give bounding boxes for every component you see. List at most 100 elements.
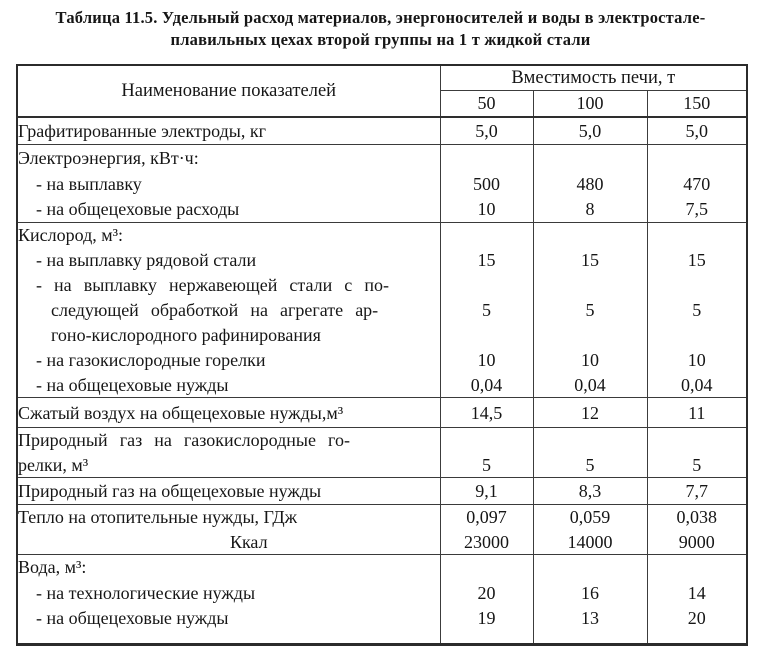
value-cell	[532, 427, 647, 453]
table-row: - на общецеховые нужды 0,04 0,04 0,04	[17, 372, 748, 398]
table-row: Тепло на отопительные нужды, ГДж 0,097 0,0…	[17, 504, 748, 530]
value-cell: 0,097	[439, 504, 533, 530]
value-cell: 20	[646, 606, 748, 644]
value-cell	[646, 427, 748, 453]
header-capacity-50: 50	[439, 90, 533, 117]
value-cell: 9000	[646, 529, 748, 554]
value-cell	[646, 144, 748, 171]
table-row: гоно-кислородного рафинирования	[17, 322, 748, 348]
value-cell: 5	[439, 297, 533, 323]
value-cell: 23000	[439, 529, 533, 554]
table-row: Электроэнергия, кВт·ч:	[17, 144, 748, 171]
table-row: Вода, м³:	[17, 553, 748, 580]
value-cell: 16	[532, 580, 647, 606]
row-label: Кислород, м³:	[17, 222, 440, 248]
value-cell	[646, 222, 748, 248]
header-name-column: Наименование показателей	[121, 80, 337, 101]
row-label: - на общецеховые нужды	[36, 374, 229, 395]
row-label: Природный газ на общецеховые нужды	[17, 477, 440, 505]
value-cell: 9,1	[439, 477, 533, 505]
table-header: Наименование показателей Вместимость печ…	[17, 65, 748, 117]
value-cell: 14,5	[439, 397, 533, 428]
row-label: Тепло на отопительные нужды, ГДж	[17, 504, 440, 530]
value-cell	[646, 553, 748, 580]
table-row: Природный газ на газокислородные го-	[17, 427, 748, 453]
value-cell: 15	[646, 247, 748, 273]
value-cell	[439, 553, 533, 580]
value-cell: 10	[439, 196, 533, 223]
header-capacity-100: 100	[532, 90, 647, 117]
value-cell	[439, 272, 533, 298]
value-cell: 5	[646, 452, 748, 478]
value-cell: 470	[646, 170, 748, 197]
row-label: гоно-кислородного рафинирования	[51, 325, 321, 345]
row-label: Электроэнергия, кВт·ч:	[17, 144, 440, 171]
page-title: Таблица 11.5. Удельный расход материалов…	[0, 7, 761, 51]
materials-consumption-table: Наименование показателей Вместимость печ…	[16, 64, 749, 646]
row-label: релки, м³	[18, 454, 89, 475]
value-cell: 15	[532, 247, 647, 273]
value-cell	[532, 222, 647, 248]
value-cell: 11	[646, 397, 748, 428]
value-cell	[646, 272, 748, 298]
row-label: - на общецеховые нужды	[36, 608, 229, 628]
table-row: Природный газ на общецеховые нужды 9,1 8,3…	[17, 477, 748, 505]
value-cell	[532, 322, 647, 348]
value-cell: 8,3	[532, 477, 647, 505]
value-cell: 480	[532, 170, 647, 197]
table-row: - на газокислородные горелки 10 10 10	[17, 347, 748, 373]
value-cell: 7,7	[646, 477, 748, 505]
value-cell: 10	[646, 347, 748, 373]
value-cell: 500	[439, 170, 533, 197]
table-row: - на выплавку рядовой стали 15 15 15	[17, 247, 748, 273]
value-cell: 10	[439, 347, 533, 373]
value-cell: 0,04	[646, 372, 748, 398]
title-line-2: плавильных цехах второй группы на 1 т жи…	[170, 30, 591, 49]
value-cell: 13	[532, 606, 647, 644]
table-body: Графитированные электроды, кг 5,0 5,0 5,0 Эл…	[17, 116, 748, 644]
value-cell: 8	[532, 196, 647, 223]
row-label: Ккал	[229, 531, 268, 552]
table-row: - на выплавку нержавеющей стали с по-	[17, 272, 748, 298]
row-label: - на технологические нужды	[36, 583, 256, 603]
value-cell: 15	[439, 247, 533, 273]
table-row: - на общецеховые нужды 19 13 20	[17, 606, 748, 644]
row-label: Сжатый воздух на общецеховые нужды,м³	[17, 397, 440, 428]
table-row: Сжатый воздух на общецеховые нужды,м³ 14,…	[17, 397, 748, 428]
value-cell	[532, 272, 647, 298]
value-cell	[532, 144, 647, 171]
value-cell: 5,0	[439, 116, 533, 145]
value-cell: 12	[532, 397, 647, 428]
row-label: - на выплавку рядовой стали	[36, 250, 257, 270]
table-row: следующей обработкой на агрегате ар- 5 5 5	[17, 297, 748, 323]
value-cell: 5,0	[532, 116, 647, 145]
value-cell: 5	[646, 297, 748, 323]
table-row: - на общецеховые расходы 10 8 7,5	[17, 196, 748, 223]
table-row: Ккал 23000 14000 9000	[17, 529, 748, 554]
row-label: - на выплавку	[36, 173, 142, 194]
value-cell: 19	[439, 606, 533, 644]
value-cell: 5	[439, 452, 533, 478]
value-cell	[439, 222, 533, 248]
value-cell	[646, 322, 748, 348]
value-cell: 5	[532, 452, 647, 478]
value-cell: 5	[532, 297, 647, 323]
row-label: Графитированные электроды, кг	[17, 116, 440, 145]
row-label: - на газокислородные горелки	[36, 350, 266, 370]
row-label: Вода, м³:	[17, 553, 440, 580]
table-row: - на технологические нужды 20 16 14	[17, 580, 748, 606]
value-cell: 0,04	[439, 372, 533, 398]
title-line-1: Таблица 11.5. Удельный расход материалов…	[55, 8, 706, 27]
value-cell: 20	[439, 580, 533, 606]
value-cell: 0,04	[532, 372, 647, 398]
value-cell: 14	[646, 580, 748, 606]
header-furnace-capacity-group: Вместимость печи, т	[439, 65, 748, 91]
row-label: Природный газ на газокислородные го-	[17, 427, 440, 453]
value-cell	[439, 144, 533, 171]
header-capacity-150: 150	[646, 90, 748, 117]
value-cell: 14000	[532, 529, 647, 554]
row-label: следующей обработкой на агрегате ар-	[51, 300, 379, 320]
value-cell: 7,5	[646, 196, 748, 223]
table-row: релки, м³ 5 5 5	[17, 452, 748, 478]
value-cell	[532, 553, 647, 580]
